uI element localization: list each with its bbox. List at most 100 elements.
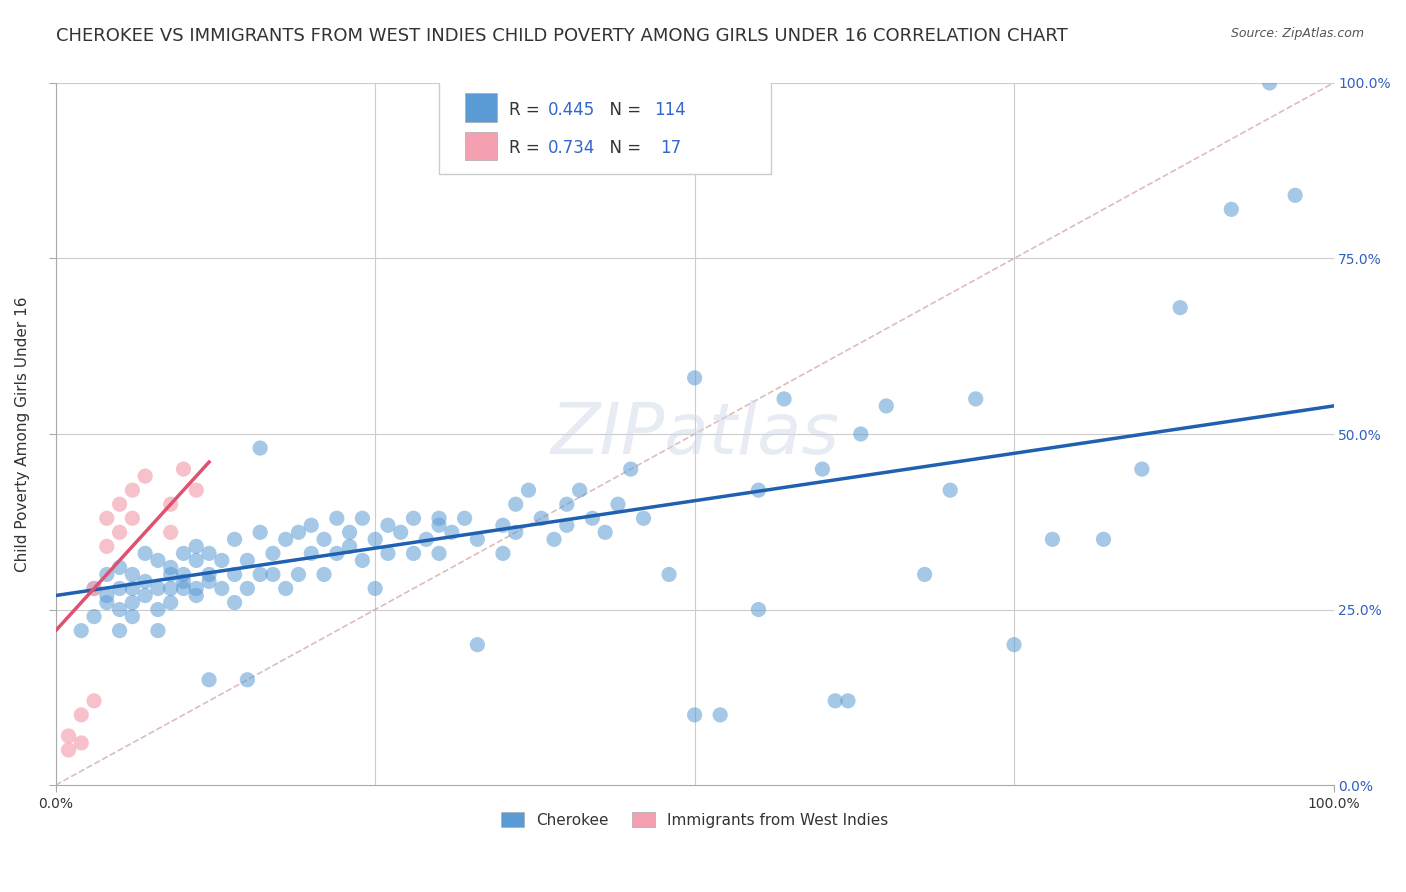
Point: [505, 525, 527, 540]
Point: [402, 511, 425, 525]
Point: [198, 673, 221, 687]
Point: [339, 540, 361, 554]
Point: [658, 567, 681, 582]
Point: [287, 525, 309, 540]
Point: [121, 609, 143, 624]
Point: [377, 546, 399, 560]
Point: [108, 624, 131, 638]
Point: [249, 567, 271, 582]
Point: [121, 595, 143, 609]
Point: [108, 560, 131, 574]
Point: [606, 497, 628, 511]
Text: R =: R =: [509, 101, 546, 119]
Point: [274, 582, 297, 596]
Point: [299, 546, 322, 560]
Point: [1258, 76, 1281, 90]
Point: [262, 567, 284, 582]
Point: [70, 624, 93, 638]
Point: [1092, 533, 1115, 547]
Point: [1220, 202, 1243, 217]
Point: [427, 546, 450, 560]
Point: [377, 518, 399, 533]
Point: [709, 707, 731, 722]
Point: [146, 602, 169, 616]
Point: [58, 743, 80, 757]
Point: [198, 567, 221, 582]
Point: [427, 511, 450, 525]
Point: [83, 582, 105, 596]
Point: [249, 441, 271, 455]
Point: [134, 469, 156, 483]
FancyBboxPatch shape: [464, 132, 496, 161]
Point: [299, 518, 322, 533]
Point: [83, 694, 105, 708]
Point: [211, 582, 233, 596]
Point: [108, 497, 131, 511]
Point: [236, 582, 259, 596]
Text: R =: R =: [509, 139, 546, 157]
Point: [402, 546, 425, 560]
Point: [186, 582, 208, 596]
Point: [70, 736, 93, 750]
Point: [224, 567, 246, 582]
Point: [747, 602, 769, 616]
Point: [172, 574, 194, 589]
Point: [824, 694, 846, 708]
Point: [287, 567, 309, 582]
Point: [914, 567, 936, 582]
Point: [262, 546, 284, 560]
Point: [134, 589, 156, 603]
Point: [326, 511, 349, 525]
Point: [159, 567, 181, 582]
Point: [146, 553, 169, 567]
Point: [683, 707, 706, 722]
Point: [364, 582, 387, 596]
Point: [683, 371, 706, 385]
Point: [186, 483, 208, 498]
Point: [249, 525, 271, 540]
Point: [633, 511, 655, 525]
Point: [186, 589, 208, 603]
Point: [146, 624, 169, 638]
Legend: Cherokee, Immigrants from West Indies: Cherokee, Immigrants from West Indies: [495, 805, 894, 834]
Point: [389, 525, 412, 540]
Point: [965, 392, 987, 406]
Point: [224, 533, 246, 547]
Point: [83, 609, 105, 624]
Point: [364, 533, 387, 547]
Text: CHEROKEE VS IMMIGRANTS FROM WEST INDIES CHILD POVERTY AMONG GIRLS UNDER 16 CORRE: CHEROKEE VS IMMIGRANTS FROM WEST INDIES …: [56, 27, 1069, 45]
Point: [121, 567, 143, 582]
Text: N =: N =: [599, 101, 647, 119]
Point: [1284, 188, 1306, 202]
Point: [811, 462, 834, 476]
Point: [467, 638, 489, 652]
Point: [440, 525, 463, 540]
Point: [453, 511, 475, 525]
FancyBboxPatch shape: [439, 76, 772, 174]
Point: [352, 553, 374, 567]
Text: 17: 17: [659, 139, 682, 157]
FancyBboxPatch shape: [464, 94, 496, 121]
Point: [837, 694, 859, 708]
Point: [159, 582, 181, 596]
Point: [620, 462, 643, 476]
Y-axis label: Child Poverty Among Girls Under 16: Child Poverty Among Girls Under 16: [15, 296, 30, 572]
Point: [467, 533, 489, 547]
Point: [121, 582, 143, 596]
Point: [146, 582, 169, 596]
Point: [492, 518, 515, 533]
Point: [312, 533, 335, 547]
Point: [121, 483, 143, 498]
Point: [159, 595, 181, 609]
Point: [172, 546, 194, 560]
Point: [581, 511, 603, 525]
Point: [773, 392, 796, 406]
Point: [492, 546, 515, 560]
Point: [108, 602, 131, 616]
Point: [211, 553, 233, 567]
Text: ZIPatlas: ZIPatlas: [550, 400, 839, 468]
Point: [198, 574, 221, 589]
Point: [505, 497, 527, 511]
Point: [172, 582, 194, 596]
Point: [159, 560, 181, 574]
